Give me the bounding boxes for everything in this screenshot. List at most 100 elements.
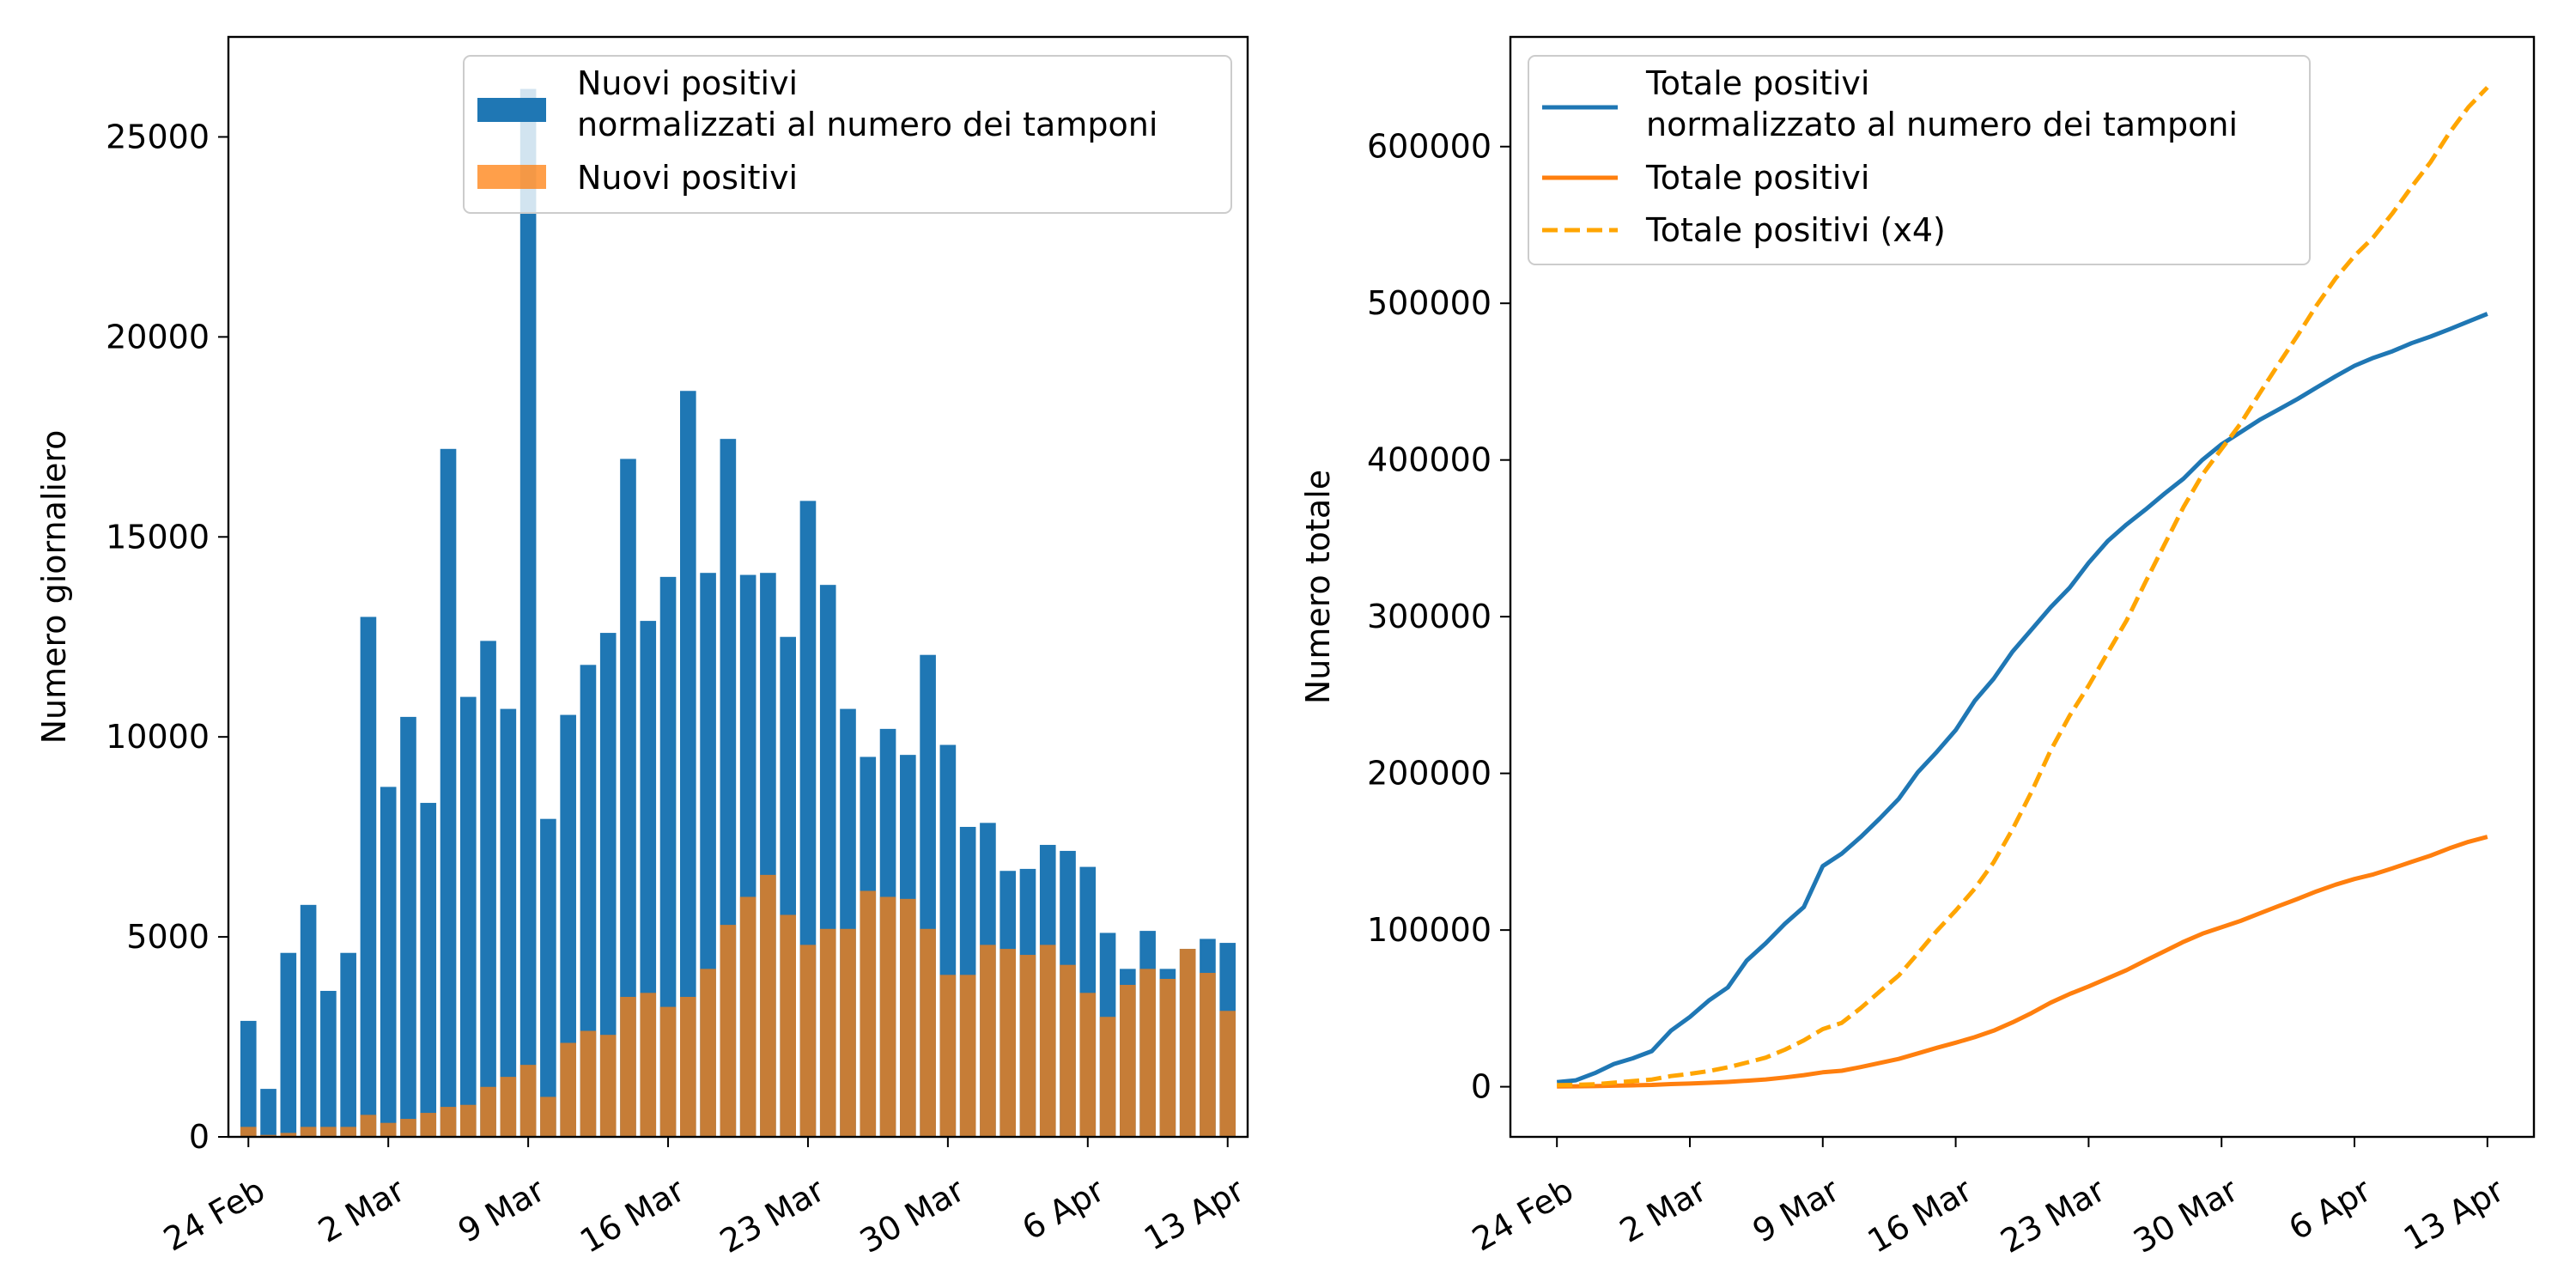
bar-normalized [580,665,597,1137]
y-tick-label: 300000 [1367,598,1492,635]
bar-new-positives [840,928,856,1137]
y-tick-label: 400000 [1367,441,1492,479]
legend-box [463,55,1232,214]
y-tick-label: 0 [189,1118,210,1156]
bar-new-positives [560,1042,576,1137]
daily-bar-chart: 0 5000 10000 15000 20000 25000 24 Feb 2 Mar 9 Ma… [35,35,1251,1261]
bar-new-positives [680,996,696,1137]
bar-new-positives [580,1030,597,1137]
x-tick-label: 13 Apr [1138,1171,1251,1258]
line-total-positives [1557,835,2488,1089]
bar-normalized [300,904,317,1137]
bar-new-positives [1219,1011,1236,1137]
x-tick-label: 23 Mar [714,1171,831,1261]
bar-new-positives [360,1115,377,1137]
bar-new-positives [540,1097,556,1137]
bar-normalized [280,952,297,1137]
bar-normalized [260,1089,276,1137]
bar-new-positives [440,1107,457,1137]
legend-label-normalized: Totale positivi [1645,64,1869,102]
legend-box [1528,55,2311,265]
bar-new-positives [739,896,756,1137]
y-tick-label: 20000 [106,318,210,355]
bar-new-positives [280,1133,297,1137]
bar-normalized [560,714,576,1137]
y-axis-label: Numero giornaliero [35,430,73,744]
bar-normalized [320,990,337,1137]
bar-normalized [500,708,517,1137]
bar-normalized [659,576,677,1137]
bar-normalized [240,1020,257,1137]
y-tick-label: 200000 [1367,755,1492,793]
legend: Totale positivi normalizzato al numero de… [1528,55,2311,265]
x-tick-label: 2 Mar [1613,1171,1713,1250]
legend-swatch-normalized [477,98,546,122]
bar-normalized [420,803,437,1137]
legend-label-normalized: Nuovi positivi [577,64,798,102]
x-tick-label: 30 Mar [854,1171,971,1261]
plot-frame [227,35,1249,1139]
bar-new-positives [300,1127,317,1137]
bar-new-positives [760,874,776,1137]
bar-normalized [680,391,696,1137]
bar-new-positives [1060,964,1076,1137]
legend: Nuovi positivi normalizzati al numero dei… [463,55,1232,214]
bar-normalized [519,88,537,1137]
bar-new-positives [959,975,976,1137]
bar-new-positives [819,928,836,1137]
y-tick-label: 100000 [1367,911,1492,949]
x-tick-label: 24 Feb [157,1171,271,1259]
bar-new-positives [240,1127,257,1137]
bar-new-positives [400,1119,416,1137]
bar-new-positives [860,890,877,1137]
y-tick-label: 0 [1471,1068,1492,1106]
y-tick-label: 10000 [106,718,210,756]
bar-normalized [540,818,556,1137]
x-tick-label: 30 Mar [2127,1171,2245,1261]
x-tick-label: 2 Mar [312,1171,411,1250]
x-tick-label: 24 Feb [1466,1171,1580,1259]
bar-new-positives [939,975,957,1137]
bar-new-positives [720,925,737,1137]
bar-new-positives [320,1127,337,1137]
bar-new-positives [1139,969,1156,1137]
bar-new-positives [700,969,716,1137]
x-tick-label: 6 Apr [2282,1171,2378,1248]
legend-label-normalized: normalizzati al numero dei tamponi [577,106,1157,143]
bar-new-positives [640,993,657,1137]
bar-new-positives [920,928,936,1137]
y-tick-label: 500000 [1367,284,1492,322]
bar-new-positives [980,945,996,1137]
legend-label-new-positives: Nuovi positivi [577,159,798,197]
bar-new-positives [340,1127,356,1137]
bar-new-positives [900,898,916,1137]
bar-new-positives [1200,973,1216,1137]
bar-new-positives [799,945,817,1137]
bar-normalized [480,641,496,1137]
line-total-positives-x4 [1557,86,2489,1088]
y-tick-label: 5000 [126,918,210,956]
x-tick-label: 13 Apr [2397,1171,2511,1258]
y-tick-label: 15000 [106,518,210,556]
bar-new-positives [1159,979,1176,1137]
bar-new-positives [1019,955,1036,1137]
bar-new-positives [459,1104,477,1137]
bar-new-positives [480,1086,496,1137]
bar-new-positives [999,949,1017,1137]
bar-new-positives [1079,993,1097,1137]
cumulative-line-chart: 0 100000 200000 300000 400000 500000 600000 24 … [1299,35,2536,1261]
bar-new-positives [1099,1017,1116,1137]
bar-new-positives [1179,949,1196,1137]
x-tick-label: 23 Mar [1994,1171,2111,1261]
legend-label-total-x4: Totale positivi (x4) [1645,211,1946,249]
bar-normalized [400,716,416,1137]
bar-new-positives [1120,984,1136,1137]
x-tick-label: 9 Mar [452,1171,551,1250]
bar-new-positives [659,1006,677,1137]
legend-label-total: Totale positivi [1645,159,1869,197]
y-tick-label: 25000 [106,118,210,155]
bar-new-positives [420,1113,437,1137]
bar-normalized [340,952,356,1137]
legend-label-normalized: normalizzato al numero dei tamponi [1646,106,2238,143]
bar-normalized [620,459,636,1137]
